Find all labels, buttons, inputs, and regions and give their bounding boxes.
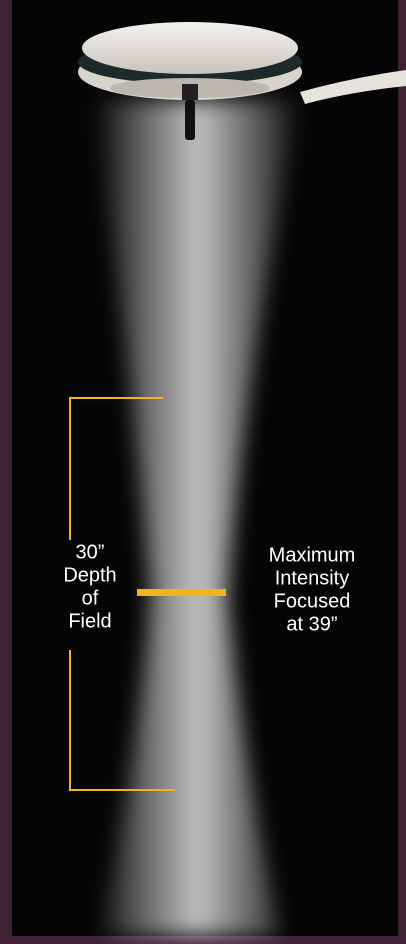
- depth-label: of: [82, 587, 99, 609]
- depth-bracket: [69, 397, 226, 791]
- bracket-upper: [69, 397, 71, 540]
- bracket-top: [69, 397, 163, 399]
- depth-label: 30”: [76, 541, 105, 563]
- bracket-lower: [69, 650, 71, 790]
- focus-bar: [137, 589, 226, 596]
- fixture-handle: [185, 100, 195, 140]
- light-beam: [95, 100, 300, 936]
- fixture-hub: [182, 84, 198, 100]
- fixture-dome: [82, 22, 298, 74]
- light-fixture: STELLAR: [78, 22, 406, 140]
- focus-label: at 39”: [286, 613, 337, 635]
- depth-label: Depth: [63, 564, 116, 586]
- focus-label: Intensity: [275, 567, 349, 589]
- fixture-brand: STELLAR: [177, 66, 203, 72]
- focus-label: Maximum: [269, 544, 356, 566]
- fixture-arm: [300, 70, 406, 104]
- depth-label: Field: [68, 610, 111, 632]
- focus-label: Focused: [274, 590, 351, 612]
- bracket-bottom: [69, 789, 175, 791]
